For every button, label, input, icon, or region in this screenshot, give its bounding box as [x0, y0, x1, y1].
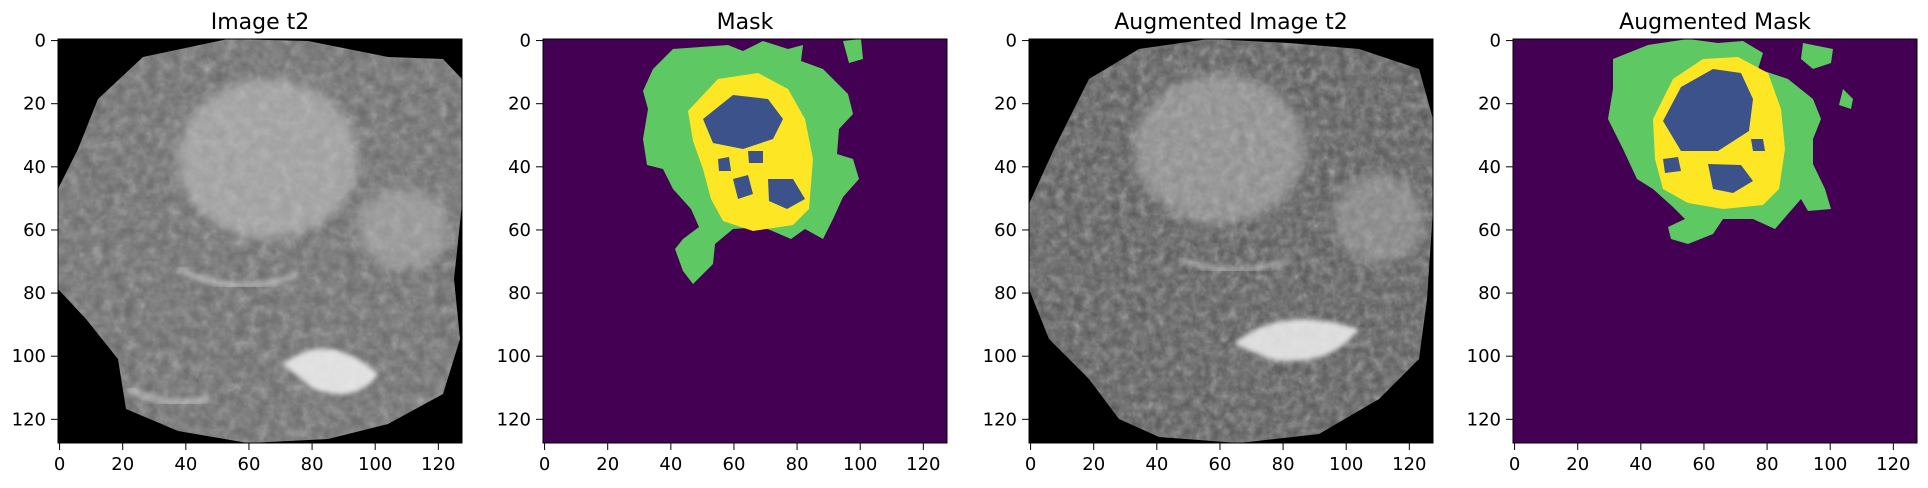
augmented-mri-brain-image	[1029, 39, 1433, 443]
x-tick-label: 40	[659, 454, 682, 475]
x-axis: 0 20 40 60 80 100 120	[54, 443, 456, 475]
y-tick-label: 20	[508, 94, 531, 115]
x-tick-label: 40	[1629, 454, 1652, 475]
x-tick-label: 120	[906, 454, 940, 475]
y-tick-label: 20	[1478, 94, 1501, 115]
panel-title: Augmented Image t2	[1114, 10, 1348, 35]
x-tick-label: 20	[1082, 454, 1105, 475]
y-tick-label: 40	[508, 157, 531, 178]
y-tick-label: 20	[994, 94, 1017, 115]
y-tick-label: 0	[1006, 31, 1017, 52]
x-tick-label: 0	[1025, 454, 1036, 475]
axes-frame	[1028, 38, 1434, 444]
y-tick-label: 0	[1490, 31, 1501, 52]
x-axis: 0 20 40 60 80 100 120	[1509, 443, 1911, 475]
y-tick-label: 120	[1467, 409, 1501, 430]
x-tick-label: 40	[174, 454, 197, 475]
x-tick-label: 120	[421, 454, 455, 475]
x-tick-label: 20	[596, 454, 619, 475]
x-tick-label: 100	[843, 454, 877, 475]
x-tick-label: 20	[111, 454, 134, 475]
y-tick-label: 80	[23, 283, 46, 304]
y-tick-label: 100	[1467, 346, 1501, 367]
y-tick-label: 80	[994, 283, 1017, 304]
x-tick-label: 80	[301, 454, 324, 475]
x-tick-label: 20	[1566, 454, 1589, 475]
segmentation-mask	[643, 39, 863, 284]
y-axis: 0 20 40 60 80 100 120	[983, 31, 1434, 444]
panel-augmented-image-t2: Augmented Image t2 0 20 40 60 80 100 120 0 20 40…	[983, 10, 1434, 475]
y-tick-label: 60	[1478, 220, 1501, 241]
x-axis: 0 20 40 60 80 100 120	[539, 443, 941, 475]
x-tick-label: 60	[1209, 454, 1232, 475]
x-tick-label: 60	[238, 454, 261, 475]
axes-frame	[1512, 38, 1918, 444]
panel-augmented-mask: Augmented Mask 0 20 40 60 80 100 120 0 20 40 60 80…	[1467, 10, 1918, 475]
y-axis: 0 20 40 60 80 100 120	[497, 31, 948, 444]
y-tick-label: 100	[983, 346, 1017, 367]
x-tick-label: 80	[786, 454, 809, 475]
panel-mask: Mask 0 20 40 60 80 100 120 0 20 40 60 80 100 120	[497, 10, 948, 475]
panel-title: Image t2	[211, 10, 310, 35]
axes-frame	[57, 38, 463, 444]
y-tick-label: 40	[994, 157, 1017, 178]
y-tick-label: 40	[1478, 157, 1501, 178]
y-tick-label: 120	[983, 409, 1017, 430]
y-tick-label: 40	[23, 157, 46, 178]
y-tick-label: 0	[35, 31, 46, 52]
x-tick-label: 120	[1392, 454, 1426, 475]
x-tick-label: 0	[54, 454, 65, 475]
y-tick-label: 80	[508, 283, 531, 304]
y-axis: 0 20 40 60 80 100 120	[1467, 31, 1918, 444]
y-tick-label: 0	[520, 31, 531, 52]
x-tick-label: 100	[1813, 454, 1847, 475]
x-tick-label: 100	[1329, 454, 1363, 475]
x-tick-label: 60	[1693, 454, 1716, 475]
x-tick-label: 60	[723, 454, 746, 475]
x-tick-label: 40	[1145, 454, 1168, 475]
y-tick-label: 100	[12, 346, 46, 367]
augmented-segmentation-mask	[1608, 39, 1853, 244]
y-tick-label: 120	[497, 409, 531, 430]
y-tick-label: 60	[994, 220, 1017, 241]
x-tick-label: 120	[1876, 454, 1910, 475]
mri-brain-image	[58, 39, 462, 443]
panel-image-t2: Image t2 0 20 40 60 80 100 120 0 20 40 60 80 100 120	[12, 10, 463, 475]
x-axis: 0 20 40 60 80 100 120	[1025, 443, 1427, 475]
x-tick-label: 80	[1756, 454, 1779, 475]
y-axis: 0 20 40 60 80 100 120	[12, 31, 463, 444]
panel-title: Mask	[717, 10, 774, 35]
y-tick-label: 60	[508, 220, 531, 241]
y-tick-label: 20	[23, 94, 46, 115]
x-tick-label: 0	[539, 454, 550, 475]
y-tick-label: 80	[1478, 283, 1501, 304]
x-tick-label: 80	[1272, 454, 1295, 475]
y-tick-label: 100	[497, 346, 531, 367]
axes-frame	[542, 38, 948, 444]
x-tick-label: 0	[1509, 454, 1520, 475]
panel-title: Augmented Mask	[1619, 10, 1811, 35]
y-tick-label: 120	[12, 409, 46, 430]
y-tick-label: 60	[23, 220, 46, 241]
x-tick-label: 100	[358, 454, 392, 475]
